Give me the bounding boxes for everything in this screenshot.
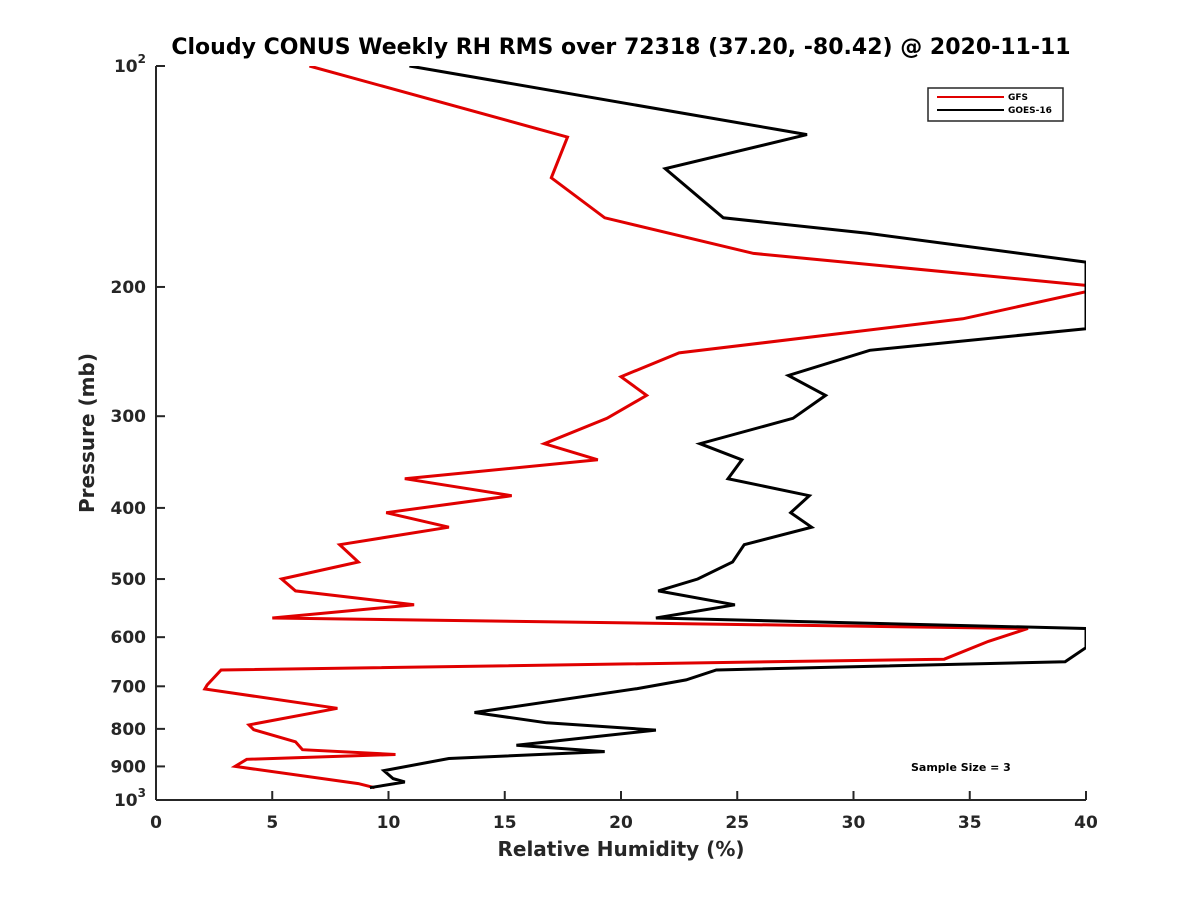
series-line-goes-16 — [369, 66, 1086, 790]
y-tick-label: 800 — [111, 720, 147, 740]
x-axis-label: Relative Humidity (%) — [497, 837, 744, 861]
plot-lines — [202, 66, 1086, 790]
x-tick-label: 15 — [493, 813, 517, 833]
y-tick-label: 400 — [111, 499, 147, 519]
x-tick-label: 0 — [150, 813, 162, 833]
chart-title: Cloudy CONUS Weekly RH RMS over 72318 (3… — [171, 35, 1070, 60]
y-tick-label: 600 — [111, 628, 147, 648]
y-tick-label: 103 — [114, 786, 146, 811]
x-tick-label: 10 — [377, 813, 401, 833]
y-tick-label: 200 — [111, 278, 147, 298]
y-tick-label: 700 — [111, 677, 147, 697]
legend: GFS GOES-16 — [927, 87, 1064, 122]
x-tick-label: 40 — [1074, 813, 1098, 833]
x-tick-label: 25 — [725, 813, 749, 833]
y-tick-label: 500 — [111, 570, 147, 590]
x-tick-label: 30 — [842, 813, 866, 833]
legend-label-gfs: GFS — [1008, 93, 1028, 103]
y-tick-label: 900 — [111, 757, 147, 777]
x-tick-label: 20 — [609, 813, 633, 833]
y-tick-label: 300 — [111, 407, 147, 427]
legend-label-goes-16: GOES-16 — [1008, 106, 1052, 116]
series-line-gfs — [202, 66, 1086, 790]
sample-size-annotation: Sample Size = 3 — [911, 761, 1011, 774]
x-tick-label: 5 — [266, 813, 278, 833]
legend-box — [927, 87, 1064, 122]
y-axis-label: Pressure (mb) — [75, 353, 99, 513]
x-axis-ticks: 0 5 10 15 20 25 30 35 40 — [150, 791, 1098, 833]
x-tick-label: 35 — [958, 813, 982, 833]
y-tick-label: 102 — [114, 52, 146, 77]
y-axis-ticks: 102 200 300 400 500 600 700 800 900 103 — [111, 52, 165, 811]
